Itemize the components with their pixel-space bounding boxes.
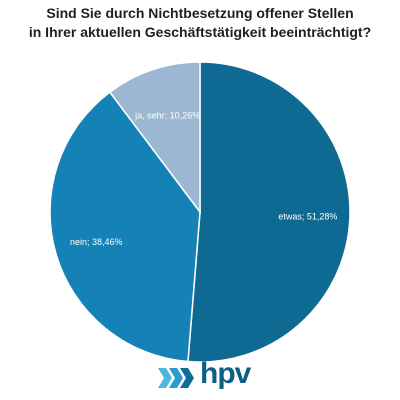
pie-slice-label-2: ja, sehr; 10,26% bbox=[134, 110, 200, 120]
pie-slice-1 bbox=[49, 91, 201, 363]
pie-slice-label-1: nein; 38,46% bbox=[70, 237, 123, 247]
chart-title-line-1: Sind Sie durch Nichtbesetzung offener St… bbox=[46, 5, 354, 21]
hpv-logo: hpv bbox=[158, 357, 251, 390]
chevron-logo-icon bbox=[158, 368, 194, 388]
logo-text: hpv bbox=[200, 357, 251, 390]
pie-slice-label-0: etwas; 51,28% bbox=[278, 211, 337, 221]
chart-title: Sind Sie durch Nichtbesetzung offener St… bbox=[0, 4, 400, 42]
pie-slice-2 bbox=[108, 61, 201, 215]
chart-title-line-2: in Ihrer aktuellen Geschäftstätigkeit be… bbox=[28, 24, 372, 40]
pie-slice-0 bbox=[187, 61, 351, 363]
